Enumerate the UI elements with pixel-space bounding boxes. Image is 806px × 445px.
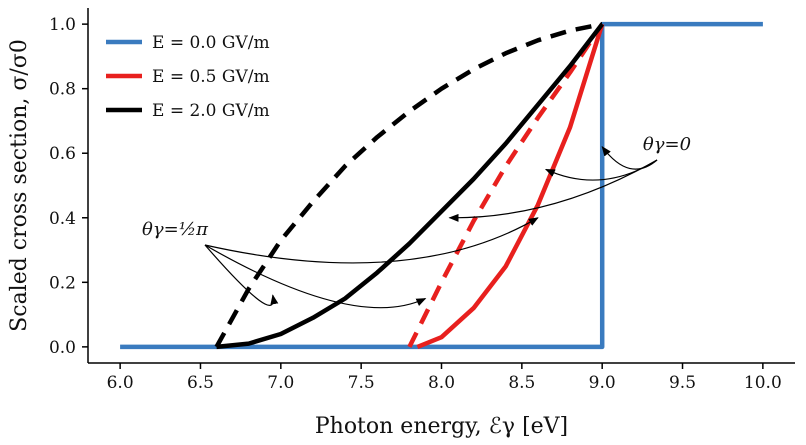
x-tick-label: 8.5 bbox=[508, 373, 535, 393]
series-line-3 bbox=[216, 22, 604, 350]
y-tick-label: 0.4 bbox=[49, 209, 76, 229]
y-tick-label: 0.6 bbox=[49, 144, 76, 164]
y-tick-label: 1.0 bbox=[49, 15, 76, 35]
x-tick-label: 9.5 bbox=[669, 373, 696, 393]
series-line-4 bbox=[214, 21, 603, 348]
x-tick-label: 7.0 bbox=[267, 373, 294, 393]
annotation-arrow bbox=[448, 159, 658, 222]
annotation-arrow bbox=[204, 217, 539, 264]
legend-label: E = 0.5 GV/m bbox=[152, 67, 270, 87]
annotation-label: θγ=0 bbox=[643, 134, 691, 155]
annotation-label: θγ=½π bbox=[142, 219, 209, 240]
plot-area bbox=[120, 21, 763, 350]
legend-label: E = 0.0 GV/m bbox=[152, 33, 270, 53]
axes bbox=[87, 8, 795, 364]
annotation-arrow bbox=[204, 244, 279, 306]
series-line-1 bbox=[416, 23, 605, 349]
legend-label: E = 2.0 GV/m bbox=[152, 101, 270, 121]
annotations: θγ=0 θγ=½π bbox=[142, 134, 691, 309]
x-tick-label: 8.0 bbox=[428, 373, 455, 393]
annotation-arrow bbox=[601, 145, 658, 170]
x-ticks: 6.0 6.5 7.0 7.5 8.0 8.5 9.0 9.5 10.0 bbox=[107, 363, 782, 393]
x-axis-label: Photon energy, ℰγ [eV] bbox=[315, 414, 568, 439]
y-ticks: 0.0 0.2 0.4 0.6 0.8 1.0 bbox=[49, 15, 88, 358]
x-tick-label: 9.0 bbox=[589, 373, 616, 393]
x-tick-label: 6.0 bbox=[107, 373, 134, 393]
legend: E = 0.0 GV/m E = 0.5 GV/m E = 2.0 GV/m bbox=[106, 33, 270, 121]
annotation-arrow bbox=[204, 244, 427, 309]
y-axis-label: Scaled cross section, σ/σ0 bbox=[7, 39, 32, 332]
y-tick-label: 0.0 bbox=[49, 338, 76, 358]
x-tick-label: 10.0 bbox=[744, 373, 782, 393]
y-tick-label: 0.8 bbox=[49, 80, 76, 100]
x-tick-label: 7.5 bbox=[348, 373, 375, 393]
series-line-0 bbox=[120, 21, 763, 350]
y-tick-label: 0.2 bbox=[49, 273, 76, 293]
series-line-2 bbox=[407, 22, 605, 348]
x-tick-label: 6.5 bbox=[187, 373, 214, 393]
